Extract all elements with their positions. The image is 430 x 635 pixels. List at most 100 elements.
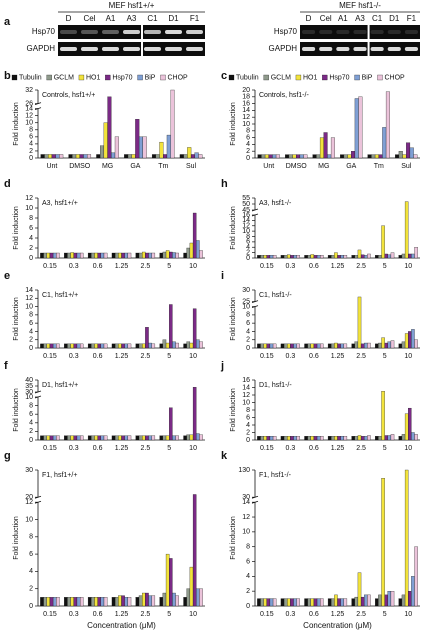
x-tick-label: 2.5 [356,353,366,360]
bar [67,252,71,259]
bar [296,255,300,259]
bar [135,252,140,259]
lane-label: D [306,14,312,23]
x-axis-label: Concentration (μM) [87,621,156,630]
bar [327,343,332,349]
y-tick-label: 0 [246,155,250,162]
bar [56,597,60,607]
bar [320,255,324,259]
bar [340,598,344,607]
bar [121,595,125,607]
panel-letter: i [221,270,224,282]
bar [304,598,308,607]
x-tick-label: 0.15 [260,263,274,270]
x-tick-label: 0.15 [43,445,57,452]
bar [51,154,56,159]
y-tick-label: 2 [246,249,250,256]
bar [334,436,338,441]
x-tick-label: 0.6 [93,611,103,618]
bar [257,436,261,441]
bar [367,154,372,159]
gel [300,25,420,39]
bar [360,343,365,349]
row-label: GAPDH [269,44,298,53]
gel-divider [367,25,370,39]
chart-title: A3, hsf1-/- [259,200,292,207]
blot-title: MEF hsf1-/- [339,1,381,10]
y-axis-label: Fold induction [230,102,237,146]
bar [296,154,301,159]
bar [91,597,95,607]
y-tick-label: 14 [242,217,250,224]
bar [52,435,57,441]
x-tick-label: 10 [189,353,197,360]
bar [44,154,49,159]
y-axis-label: Fold induction [230,516,237,560]
bar [56,343,60,349]
bar [159,435,164,441]
y-tick-label: 8 [29,402,33,409]
bar [382,127,387,159]
bar [135,343,140,349]
bar [411,576,415,607]
bar [404,469,409,607]
band [186,47,203,51]
bar [68,154,73,159]
bar [56,252,60,259]
bar [187,147,192,159]
bar [199,588,203,607]
y-tick-label: 8 [29,215,33,222]
bar [75,154,80,159]
x-tick-label: 0.6 [309,445,319,452]
bar [398,343,403,349]
bar [162,435,167,441]
bar [114,136,119,159]
bar [94,435,98,441]
y-tick-label: 32 [25,87,33,94]
bar [127,597,132,607]
bar [310,436,315,441]
x-tick-label: 10 [404,353,412,360]
x-tick-label: 0.6 [93,445,103,452]
x-tick-label: Tm [158,163,168,170]
bar [103,343,108,349]
bar [49,435,54,441]
x-tick-label: 1.25 [115,445,129,452]
bar [343,436,348,441]
bar [340,343,344,349]
panel-letter: j [220,360,224,372]
bar [266,598,271,607]
band [336,30,350,34]
legend-label: HO1 [86,74,101,81]
bar [260,255,264,259]
x-tick-label: 0.6 [93,263,103,270]
band [353,30,367,34]
band [404,30,418,34]
bar [414,434,418,441]
x-tick-label: 0.15 [43,611,57,618]
x-tick-label: 1.25 [115,353,129,360]
y-tick-label: 12 [25,195,33,202]
x-tick-label: 1.25 [331,353,345,360]
y-tick-label: 2 [246,337,250,344]
bar [387,341,392,349]
bar [387,254,392,259]
bar [257,598,261,607]
x-tick-label: 2.5 [140,263,150,270]
bar [266,343,271,349]
bar [40,435,44,441]
bar [192,308,197,349]
chart-title: A3, hsf1+/+ [42,200,78,207]
bar [398,598,403,607]
bar [40,252,44,259]
bar [358,96,363,159]
x-tick-label: DMSO [69,163,91,170]
y-tick-label: 10 [242,228,250,235]
bar [293,598,297,607]
y-tick-label: 0 [29,437,33,444]
x-tick-label: 0.3 [285,445,295,452]
legend-label: Hsp70 [329,74,349,81]
legend-label: GCLM [271,74,291,81]
bar [331,255,335,259]
bar [159,252,164,259]
